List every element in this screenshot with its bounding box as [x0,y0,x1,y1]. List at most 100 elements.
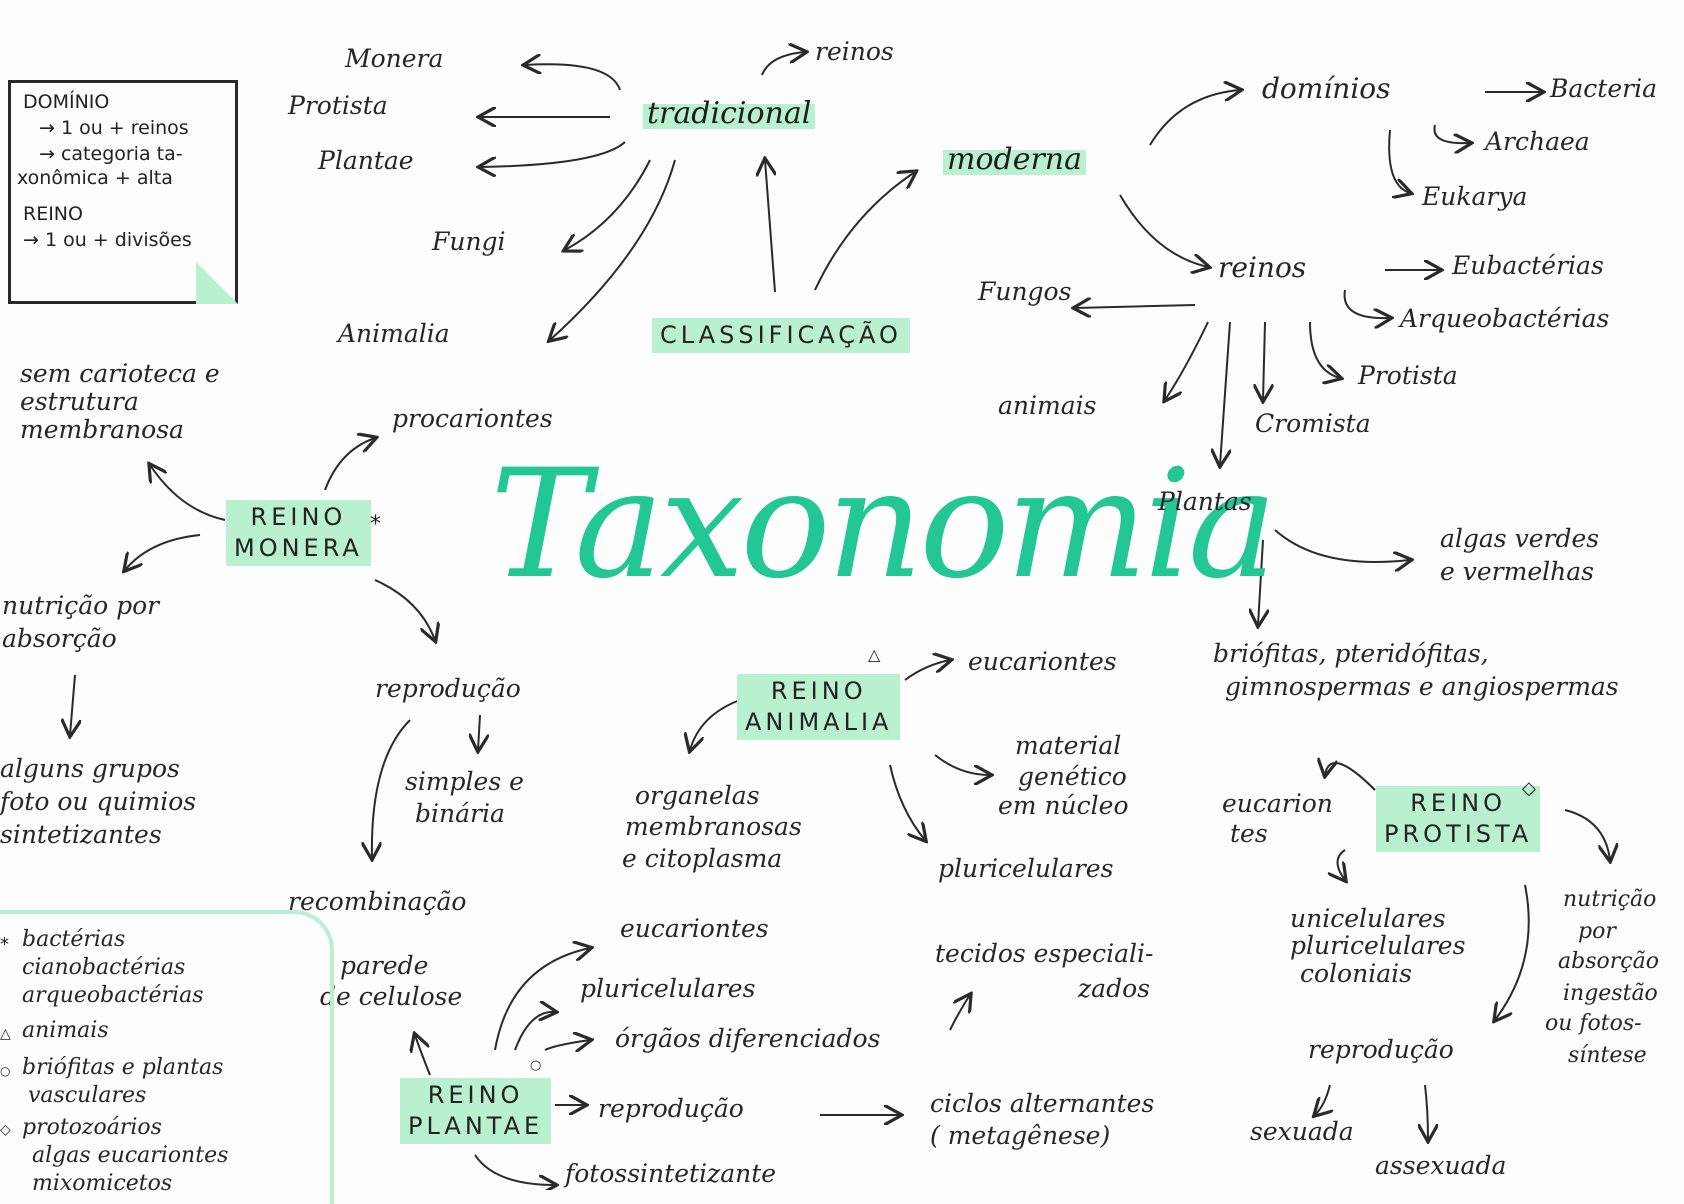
fotossintetizante-label: fotossintetizante [565,1159,777,1188]
procariontes-label: procariontes [392,404,553,433]
parede-line: parede [340,951,429,980]
reino-animalia-line: REINO [770,677,867,705]
simples-line: binária [415,799,505,828]
protista-moderna-label: Protista [1358,361,1458,390]
alguns-grupos-line: foto ou quimios [0,787,197,816]
reinos-label: reinos [815,37,894,66]
recombinacao-label: recombinação [288,887,467,916]
nutricao-protista-line: ou fotos- [1545,1011,1642,1036]
nutricao-protista-line: por [1578,919,1616,944]
reproducao-protista-label: reprodução [1308,1035,1454,1064]
reino-monera-label: REINO MONERA [226,500,371,567]
cromista-label: Cromista [1255,409,1371,438]
tradicional-text: tradicional [647,96,812,131]
archaea-label: Archaea [1485,127,1590,156]
algas-line: e vermelhas [1440,557,1594,586]
reino-monera-line: REINO [250,503,347,531]
tradicional-label: tradicional [643,96,816,131]
note-line: → categoria ta- [39,143,183,165]
eukarya-label: Eukarya [1422,182,1528,211]
reino-animalia-label: REINO ANIMALIA [737,674,901,741]
note-line: xonômica + alta [17,167,173,189]
reinos-moderna-label: reinos [1218,251,1307,284]
material-line: material [1015,731,1122,760]
legend-line: cianobactérias [22,955,186,980]
legend-line: vasculares [28,1083,147,1108]
eucariontes-protista-line: tes [1230,819,1268,848]
pluricelulares-plantae-label: pluricelulares [580,974,756,1003]
animalia-label: Animalia [338,319,450,348]
legend-symbol: ◇ [0,1122,11,1138]
note-fold [196,262,238,304]
moderna-text: moderna [947,142,1083,177]
protista-label: Protista [288,91,388,120]
material-line: em núcleo [998,791,1129,820]
ciclos-line: ciclos alternantes [930,1089,1155,1118]
reproducao-plantae-label: reprodução [598,1094,744,1123]
algas-line: algas verdes [1440,524,1600,553]
reino-plantae-label: REINO PLANTAE [400,1078,552,1145]
animais-label: animais [998,391,1097,420]
eucariontes-protista-line: eucarion [1222,789,1333,818]
dominios-label: domínios [1262,72,1391,105]
nutricao-protista-line: síntese [1568,1043,1647,1068]
assexuada-label: assexuada [1375,1151,1507,1180]
grupos-line: briófitas, pteridófitas, [1213,639,1489,668]
monera-mark: * [370,512,381,537]
legend-symbol: ○ [0,1064,11,1078]
reino-protista-label: REINO PROTISTA [1376,786,1541,853]
note-line: → 1 ou + divisões [23,229,192,251]
main-title: Taxonomia [490,438,1277,612]
organelas-line: membranosas [625,812,802,841]
fungi-label: Fungi [432,227,506,256]
reino-protista-line: PROTISTA [1384,820,1533,849]
reino-monera-line: MONERA [234,534,363,563]
moderna-label: moderna [943,142,1087,177]
tecidos-line: zados [1078,974,1150,1003]
plantas-label: Plantas [1158,487,1252,516]
sem-carioteca-line: sem carioteca e [20,359,220,388]
sem-carioteca-line: estrutura [20,387,139,416]
sem-carioteca-line: membranosa [20,415,184,444]
note-line: REINO [23,203,83,225]
legend-line: protozoários [22,1115,162,1140]
parede-line: de celulose [320,982,463,1011]
plantae-label: Plantae [318,146,414,175]
nutricao-protista-line: nutrição [1563,887,1657,912]
nutricao-protista-line: absorção [1558,949,1659,974]
reino-plantae-line: REINO [427,1081,524,1109]
sexuada-label: sexuada [1250,1117,1354,1146]
legend-line: mixomicetos [32,1171,173,1196]
legend-line: bactérias [22,927,126,952]
legend-symbol: * [0,934,9,955]
legend-line: briófitas e plantas [22,1055,224,1080]
celulas-line: pluricelulares [1290,931,1466,960]
eucariontes-plantae-label: eucariontes [620,914,769,943]
legend-box: * bactérias cianobactérias arqueobactéri… [0,910,334,1204]
celulas-line: coloniais [1300,959,1412,988]
eucariontes-animalia-label: eucariontes [968,647,1117,676]
simples-line: simples e [405,767,524,796]
pluricelulares-animalia-label: pluricelulares [938,854,1114,883]
arqueobacterias-label: Arqueobactérias [1400,304,1610,333]
note-line: DOMÍNIO [23,91,110,113]
organelas-line: organelas [635,781,760,810]
nutricao-monera-line: absorção [2,624,117,653]
celulas-line: unicelulares [1290,904,1446,933]
reino-plantae-line: PLANTAE [408,1112,544,1141]
legend-symbol: △ [0,1026,11,1042]
nutricao-monera-line: nutrição por [2,591,160,620]
orgaos-label: órgãos diferenciados [615,1024,881,1053]
classificacao-label: CLASSIFICAÇÃO [652,318,910,354]
organelas-line: e citoplasma [622,844,783,873]
plantae-mark: ○ [530,1058,542,1073]
monera-label: Monera [345,44,444,73]
eubacterias-label: Eubactérias [1452,251,1604,280]
definition-note: DOMÍNIO → 1 ou + reinos → categoria ta- … [8,80,238,304]
tecidos-line: tecidos especiali- [935,939,1154,968]
bacteria-label: Bacteria [1550,74,1657,103]
legend-line: algas eucariontes [32,1143,229,1168]
legend-line: arqueobactérias [22,983,204,1008]
nutricao-protista-line: ingestão [1563,981,1658,1006]
